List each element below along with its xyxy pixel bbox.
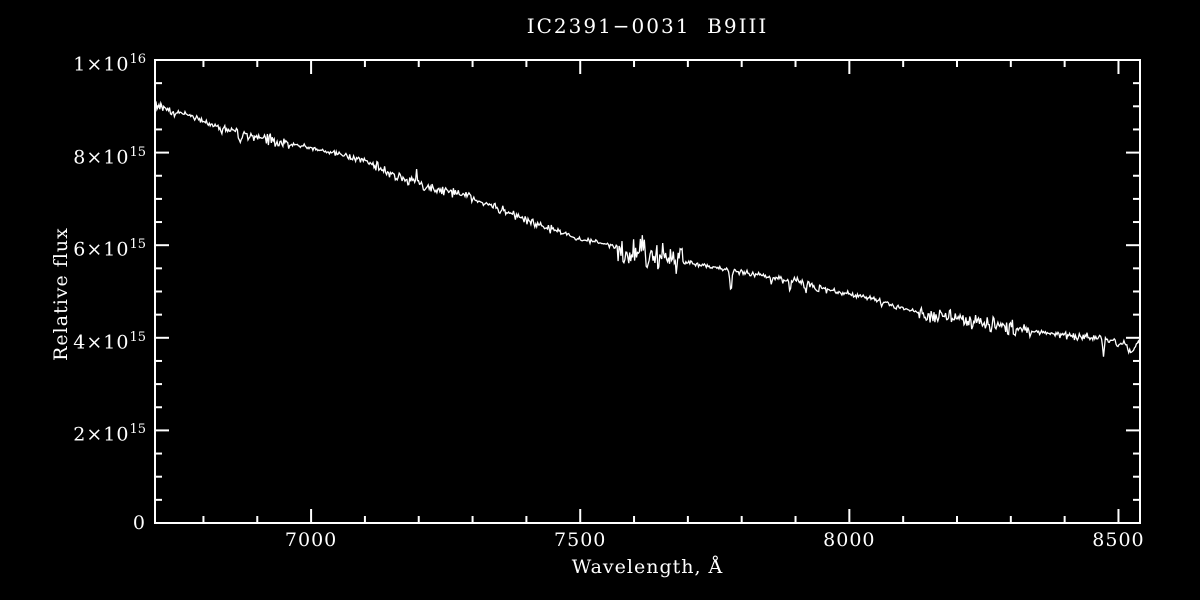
chart-title: IC2391−0031 B9III	[526, 14, 769, 38]
y-tick-label: 0	[132, 512, 146, 534]
x-axis-title: Wavelength, Å	[571, 556, 724, 578]
y-axis-title: Relative flux	[50, 227, 72, 361]
spectrum-line	[154, 100, 1140, 357]
y-tick-label: 8×1015	[73, 144, 146, 168]
y-tick-label: 4×1015	[73, 329, 146, 354]
plot-box	[154, 59, 1141, 524]
y-tick-label: 1×1016	[73, 52, 146, 76]
x-tick-label: 7500	[554, 529, 607, 551]
x-tick-label: 8000	[823, 529, 876, 551]
y-tick-label: 6×1015	[73, 237, 146, 261]
x-tick-label: 8500	[1092, 529, 1145, 551]
x-tick-label: 7000	[284, 529, 338, 551]
y-tick-label: 2×1015	[73, 422, 146, 446]
